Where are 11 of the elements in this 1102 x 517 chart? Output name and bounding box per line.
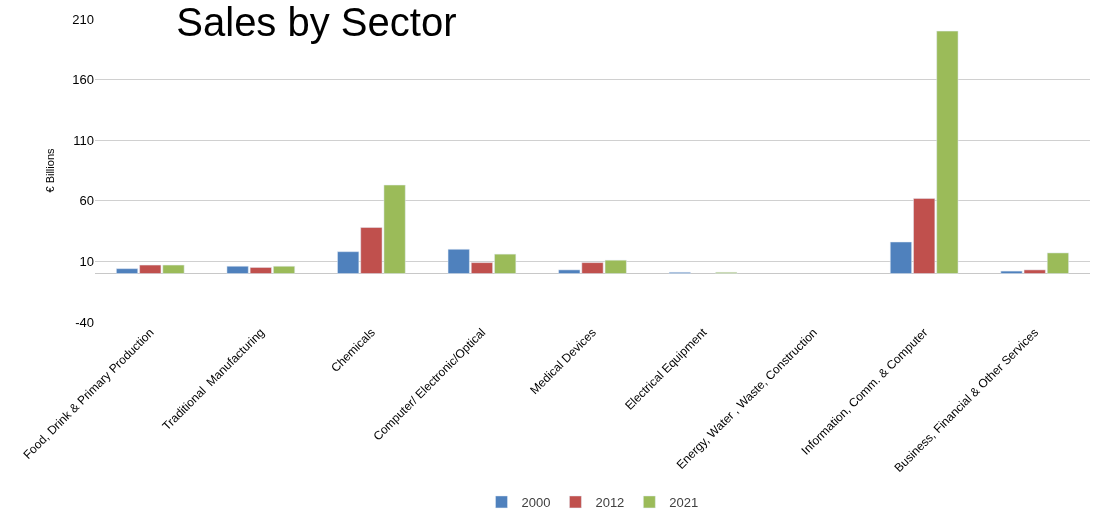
y-tick-label: 110 (73, 132, 94, 148)
y-tick-label: -40 (75, 314, 94, 330)
y-axis-title: € Billions (43, 147, 56, 193)
legend-label: 2000 (521, 495, 551, 511)
chart-title: Sales by Sector (176, 0, 457, 44)
y-tick-label: 10 (79, 253, 94, 269)
y-tick-label: 60 (79, 193, 94, 209)
legend-label: 2021 (669, 495, 699, 511)
legend-label: 2012 (595, 495, 625, 511)
y-tick-label: 210 (72, 11, 94, 27)
y-tick-label: 160 (72, 72, 94, 88)
